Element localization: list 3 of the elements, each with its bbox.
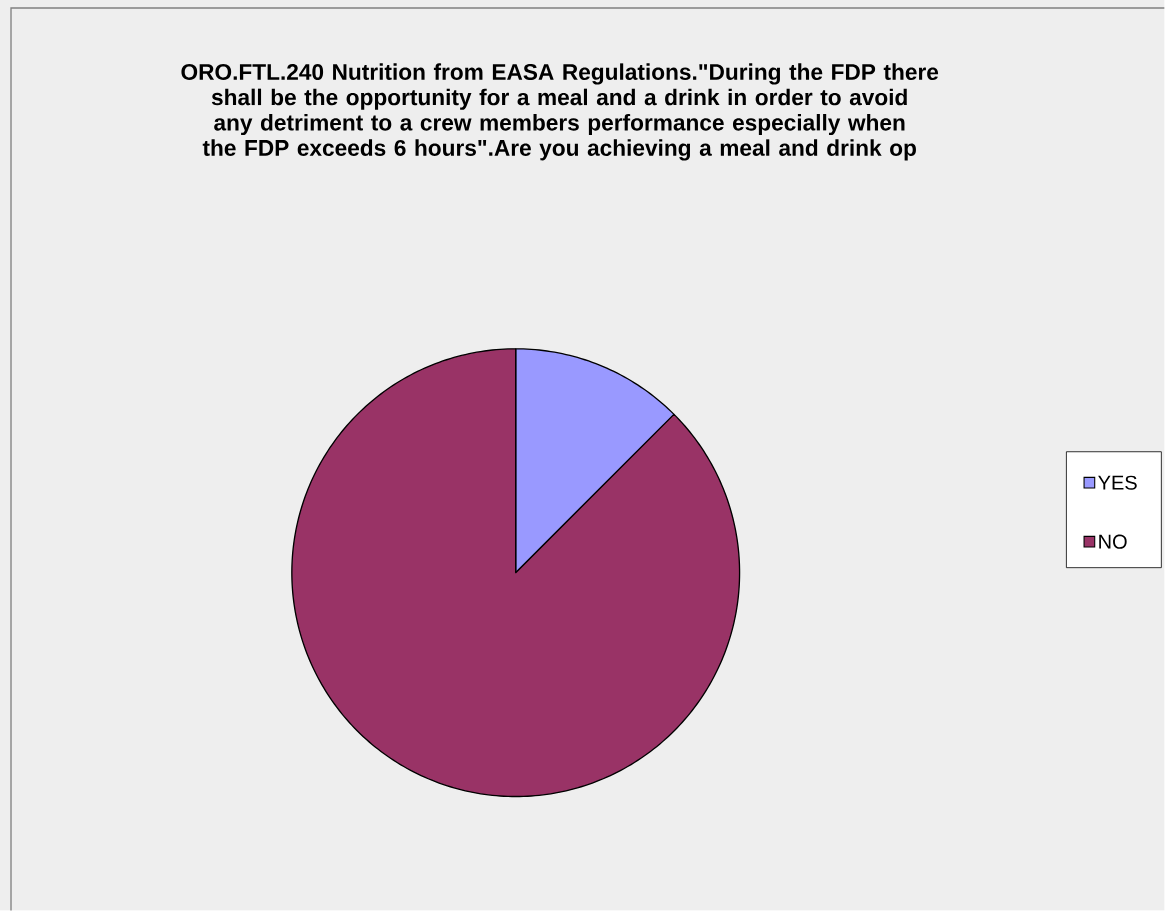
chart-title: ORO.FTL.240 Nutrition from EASA Regulations."During the FDP there shall be the opportunity for a meal and a drink in order to avoid any detriment to a crew members performance especially when the FDP exceeds 6 hours".Are you achieving a meal and drink op: [181, 63, 939, 161]
legend-label: NO: [1099, 534, 1127, 549]
legend-label: YES: [1098, 475, 1137, 490]
